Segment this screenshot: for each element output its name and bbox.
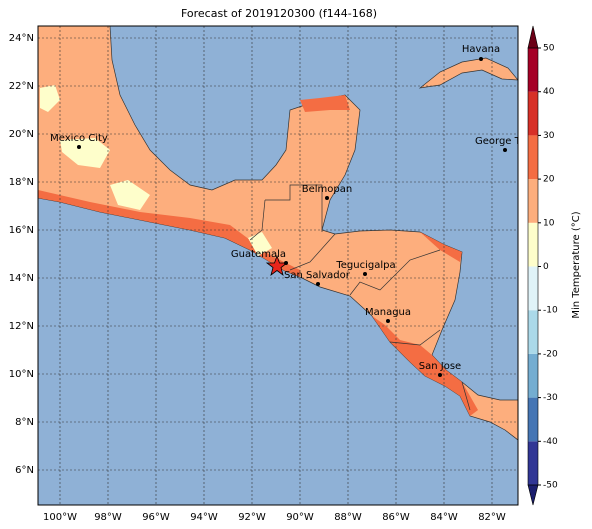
city-dot [438,373,442,377]
colorbar-band [528,48,538,92]
map-frame [37,25,519,506]
colorbar: -50 -40 -30 -20 -10 0 10 20 30 40 50 [527,25,558,506]
lat-label: 20°N [9,129,34,140]
city-label: Tegucigalpa [335,260,395,271]
city-dot [503,148,507,152]
city-dot [386,319,390,323]
colorbar-tick-label: -20 [543,349,558,359]
city-label: Managua [365,307,411,318]
warm-area [38,190,300,277]
colorbar-band [528,397,538,442]
colorbar-band [528,441,538,485]
colorbar-band [528,353,538,398]
title: Forecast of 2019120300 (f144-168) [181,7,377,20]
colorbar-band [528,91,538,136]
cities: Havana Mexico City George Town Belmopan Guat… [50,44,540,377]
warm-area [300,95,350,112]
cool-area [248,232,272,256]
city-label: San Salvador [284,270,351,281]
colorbar-extend [527,25,539,49]
colorbar-tick-label: 30 [543,131,555,141]
lat-label: 24°N [9,33,34,44]
city-label: Mexico City [50,133,108,144]
colorbar-tick-label: 20 [543,175,555,185]
lat-label: 18°N [9,177,34,188]
warm-area [420,232,462,262]
colorbar-band [528,135,538,180]
colorbar-label: Min Temperature (°C) [571,211,582,318]
city-label: Guatemala [231,249,286,260]
lat-label: 6°N [15,465,34,476]
city-label: San Jose [419,361,461,372]
colorbar-band [528,222,538,267]
city-dot [77,145,81,149]
colorbar-tick-label: -30 [543,393,558,403]
lon-label: 94°W [190,512,218,523]
colorbar-tick-label: 40 [543,87,555,97]
lat-label: 10°N [9,369,34,380]
city-dot [316,282,320,286]
lat-label: 14°N [9,273,34,284]
colorbar-tick-label: 50 [543,44,555,54]
lon-label: 84°W [430,512,458,523]
colorbar-band [528,266,538,311]
cool-area [40,85,60,112]
city-dot [325,196,329,200]
cool-area [110,180,150,210]
colorbar-band [528,310,538,354]
lon-label: 90°W [286,512,314,523]
map: Havana Mexico City George Town Belmopan Guat… [38,26,540,505]
axes: 24°N 22°N 20°N 18°N 16°N 14°N 12°N 10°N 8°N 6°N 10… [9,33,506,523]
warm-area [372,316,478,416]
lon-label: 100°W [43,512,77,523]
colorbar-band [528,179,538,223]
city-label: Havana [462,44,500,55]
land [418,57,518,89]
city-label: Belmopan [302,184,352,195]
city-label: George Town [475,136,540,147]
graticule [38,26,518,505]
city-dot [479,57,483,61]
lat-label: 8°N [15,417,34,428]
lat-label: 16°N [9,225,34,236]
colorbar-tick-label: -50 [543,481,558,491]
colorbar-extend [527,484,539,506]
lon-label: 92°W [238,512,266,523]
colorbar-tick-label: 0 [543,262,549,272]
city-dot [363,272,367,276]
lon-label: 88°W [334,512,362,523]
lon-label: 86°W [382,512,410,523]
city-dot [284,261,288,265]
colorbar-tick-label: -10 [543,306,558,316]
cool-area [60,138,110,168]
lon-label: 98°W [94,512,122,523]
lat-label: 12°N [9,321,34,332]
lon-label: 82°W [478,512,506,523]
lon-label: 96°W [142,512,170,523]
colorbar-tick-label: -40 [543,437,558,447]
lat-label: 22°N [9,81,34,92]
colorbar-tick-label: 10 [543,218,555,228]
